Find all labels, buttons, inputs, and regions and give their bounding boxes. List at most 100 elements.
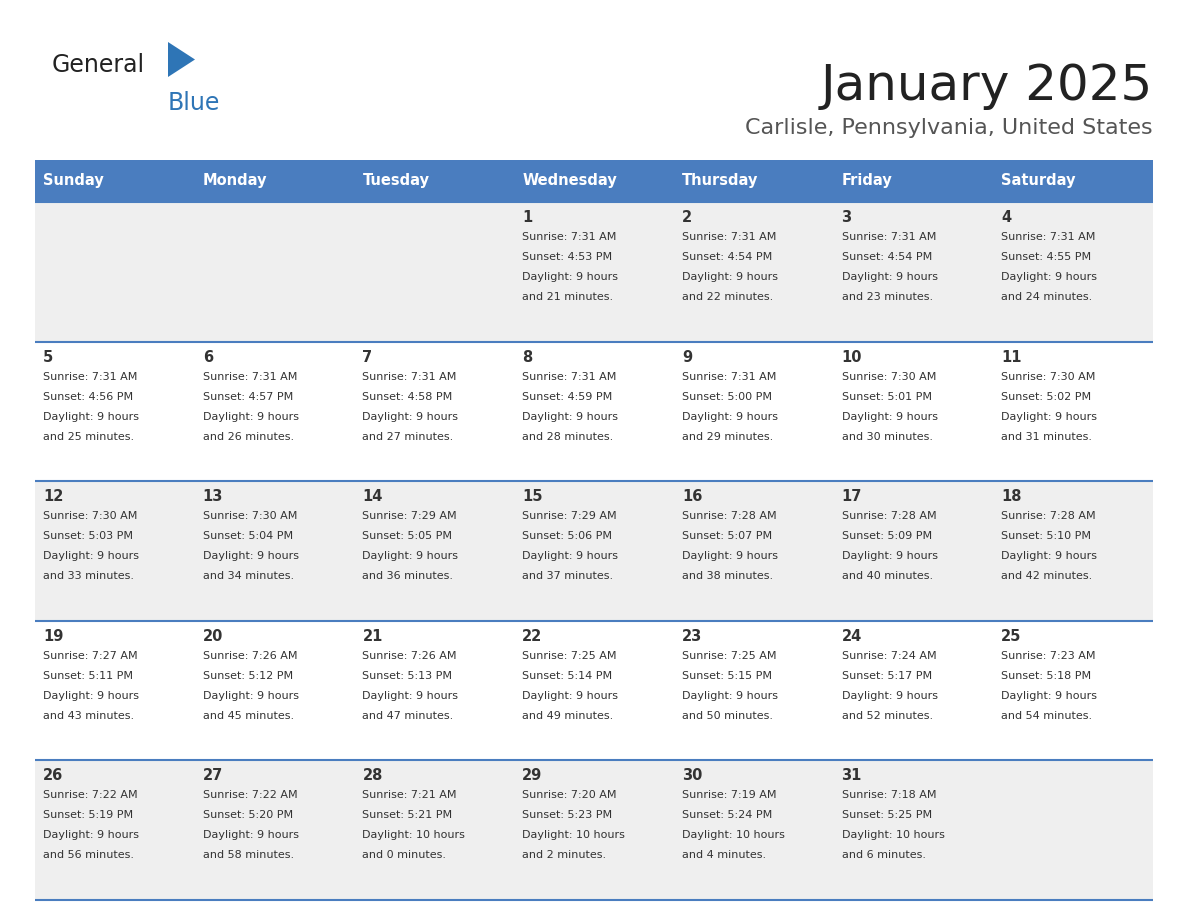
Text: Daylight: 10 hours: Daylight: 10 hours	[362, 831, 466, 840]
Text: Daylight: 9 hours: Daylight: 9 hours	[362, 411, 459, 421]
Text: and 34 minutes.: and 34 minutes.	[203, 571, 293, 581]
Text: Sunset: 5:04 PM: Sunset: 5:04 PM	[203, 532, 292, 542]
Text: and 22 minutes.: and 22 minutes.	[682, 292, 773, 302]
Text: Sunrise: 7:31 AM: Sunrise: 7:31 AM	[682, 232, 776, 242]
Text: Daylight: 9 hours: Daylight: 9 hours	[43, 691, 139, 700]
Text: Sunset: 5:19 PM: Sunset: 5:19 PM	[43, 811, 133, 821]
Text: Sunset: 5:13 PM: Sunset: 5:13 PM	[362, 671, 453, 681]
Text: 7: 7	[362, 350, 373, 364]
Text: Sunday: Sunday	[43, 174, 103, 188]
Bar	[34, 202, 1154, 341]
Text: Daylight: 9 hours: Daylight: 9 hours	[203, 691, 298, 700]
Text: and 26 minutes.: and 26 minutes.	[203, 431, 293, 442]
Text: and 37 minutes.: and 37 minutes.	[523, 571, 613, 581]
Bar	[354, 160, 514, 202]
Text: Sunrise: 7:28 AM: Sunrise: 7:28 AM	[841, 511, 936, 521]
Text: and 40 minutes.: and 40 minutes.	[841, 571, 933, 581]
Text: Sunset: 5:15 PM: Sunset: 5:15 PM	[682, 671, 772, 681]
Bar	[34, 621, 1154, 760]
Bar	[34, 481, 1154, 621]
Text: and 33 minutes.: and 33 minutes.	[43, 571, 134, 581]
Text: Sunset: 4:56 PM: Sunset: 4:56 PM	[43, 392, 133, 401]
Text: Sunrise: 7:28 AM: Sunrise: 7:28 AM	[682, 511, 777, 521]
Text: Sunset: 4:54 PM: Sunset: 4:54 PM	[682, 252, 772, 262]
Text: 5: 5	[43, 350, 53, 364]
Text: 22: 22	[523, 629, 543, 644]
Text: Daylight: 9 hours: Daylight: 9 hours	[523, 411, 618, 421]
Text: Daylight: 9 hours: Daylight: 9 hours	[841, 691, 937, 700]
Text: Sunrise: 7:31 AM: Sunrise: 7:31 AM	[523, 372, 617, 382]
Text: and 56 minutes.: and 56 minutes.	[43, 850, 134, 860]
Text: Sunset: 5:09 PM: Sunset: 5:09 PM	[841, 532, 931, 542]
Text: 3: 3	[841, 210, 852, 225]
Text: Sunrise: 7:27 AM: Sunrise: 7:27 AM	[43, 651, 138, 661]
Text: 31: 31	[841, 768, 862, 783]
Text: and 4 minutes.: and 4 minutes.	[682, 850, 766, 860]
Text: 12: 12	[43, 489, 63, 504]
Text: Sunset: 5:21 PM: Sunset: 5:21 PM	[362, 811, 453, 821]
Text: 19: 19	[43, 629, 63, 644]
Text: Sunrise: 7:21 AM: Sunrise: 7:21 AM	[362, 790, 457, 800]
Text: Sunrise: 7:24 AM: Sunrise: 7:24 AM	[841, 651, 936, 661]
Text: Sunset: 5:07 PM: Sunset: 5:07 PM	[682, 532, 772, 542]
Text: 13: 13	[203, 489, 223, 504]
Text: Sunset: 5:18 PM: Sunset: 5:18 PM	[1001, 671, 1092, 681]
Text: and 58 minutes.: and 58 minutes.	[203, 850, 293, 860]
Text: 2: 2	[682, 210, 691, 225]
Text: Sunrise: 7:31 AM: Sunrise: 7:31 AM	[682, 372, 776, 382]
Text: and 31 minutes.: and 31 minutes.	[1001, 431, 1092, 442]
Text: 14: 14	[362, 489, 383, 504]
Text: and 23 minutes.: and 23 minutes.	[841, 292, 933, 302]
Text: Daylight: 9 hours: Daylight: 9 hours	[682, 551, 778, 561]
Text: 18: 18	[1001, 489, 1022, 504]
Text: Sunrise: 7:22 AM: Sunrise: 7:22 AM	[43, 790, 138, 800]
Text: Daylight: 9 hours: Daylight: 9 hours	[43, 411, 139, 421]
Text: and 49 minutes.: and 49 minutes.	[523, 711, 613, 721]
Text: and 45 minutes.: and 45 minutes.	[203, 711, 293, 721]
Text: General: General	[52, 53, 145, 77]
Text: Daylight: 9 hours: Daylight: 9 hours	[43, 551, 139, 561]
Text: Monday: Monday	[203, 174, 267, 188]
Text: Sunset: 5:12 PM: Sunset: 5:12 PM	[203, 671, 292, 681]
Text: Daylight: 10 hours: Daylight: 10 hours	[841, 831, 944, 840]
Text: and 6 minutes.: and 6 minutes.	[841, 850, 925, 860]
Text: Sunrise: 7:29 AM: Sunrise: 7:29 AM	[523, 511, 617, 521]
Bar	[834, 160, 993, 202]
Text: Sunset: 5:14 PM: Sunset: 5:14 PM	[523, 671, 612, 681]
Text: 15: 15	[523, 489, 543, 504]
Text: Sunset: 5:01 PM: Sunset: 5:01 PM	[841, 392, 931, 401]
Text: Daylight: 9 hours: Daylight: 9 hours	[203, 411, 298, 421]
Bar	[674, 160, 834, 202]
Text: Daylight: 9 hours: Daylight: 9 hours	[1001, 551, 1098, 561]
Text: Sunrise: 7:31 AM: Sunrise: 7:31 AM	[523, 232, 617, 242]
Text: 21: 21	[362, 629, 383, 644]
Text: Wednesday: Wednesday	[523, 174, 617, 188]
Text: 8: 8	[523, 350, 532, 364]
Text: 29: 29	[523, 768, 543, 783]
Text: Sunrise: 7:30 AM: Sunrise: 7:30 AM	[841, 372, 936, 382]
Text: Sunrise: 7:26 AM: Sunrise: 7:26 AM	[203, 651, 297, 661]
Text: Daylight: 9 hours: Daylight: 9 hours	[523, 691, 618, 700]
Text: Sunset: 5:23 PM: Sunset: 5:23 PM	[523, 811, 612, 821]
Text: and 25 minutes.: and 25 minutes.	[43, 431, 134, 442]
Text: 9: 9	[682, 350, 691, 364]
Text: and 54 minutes.: and 54 minutes.	[1001, 711, 1093, 721]
Text: Sunset: 5:11 PM: Sunset: 5:11 PM	[43, 671, 133, 681]
Text: Sunrise: 7:23 AM: Sunrise: 7:23 AM	[1001, 651, 1095, 661]
Text: 1: 1	[523, 210, 532, 225]
Text: Carlisle, Pennsylvania, United States: Carlisle, Pennsylvania, United States	[745, 118, 1154, 138]
Text: Daylight: 9 hours: Daylight: 9 hours	[43, 831, 139, 840]
Text: Sunset: 5:20 PM: Sunset: 5:20 PM	[203, 811, 292, 821]
Text: and 29 minutes.: and 29 minutes.	[682, 431, 773, 442]
Text: Daylight: 9 hours: Daylight: 9 hours	[682, 272, 778, 282]
Text: Sunrise: 7:31 AM: Sunrise: 7:31 AM	[43, 372, 138, 382]
Text: 10: 10	[841, 350, 862, 364]
Text: and 38 minutes.: and 38 minutes.	[682, 571, 773, 581]
Text: Sunrise: 7:26 AM: Sunrise: 7:26 AM	[362, 651, 457, 661]
Text: January 2025: January 2025	[821, 62, 1154, 110]
Bar	[34, 341, 1154, 481]
Text: Daylight: 9 hours: Daylight: 9 hours	[362, 551, 459, 561]
Text: Sunset: 4:54 PM: Sunset: 4:54 PM	[841, 252, 931, 262]
Text: Blue: Blue	[168, 91, 221, 115]
Text: Daylight: 10 hours: Daylight: 10 hours	[682, 831, 785, 840]
